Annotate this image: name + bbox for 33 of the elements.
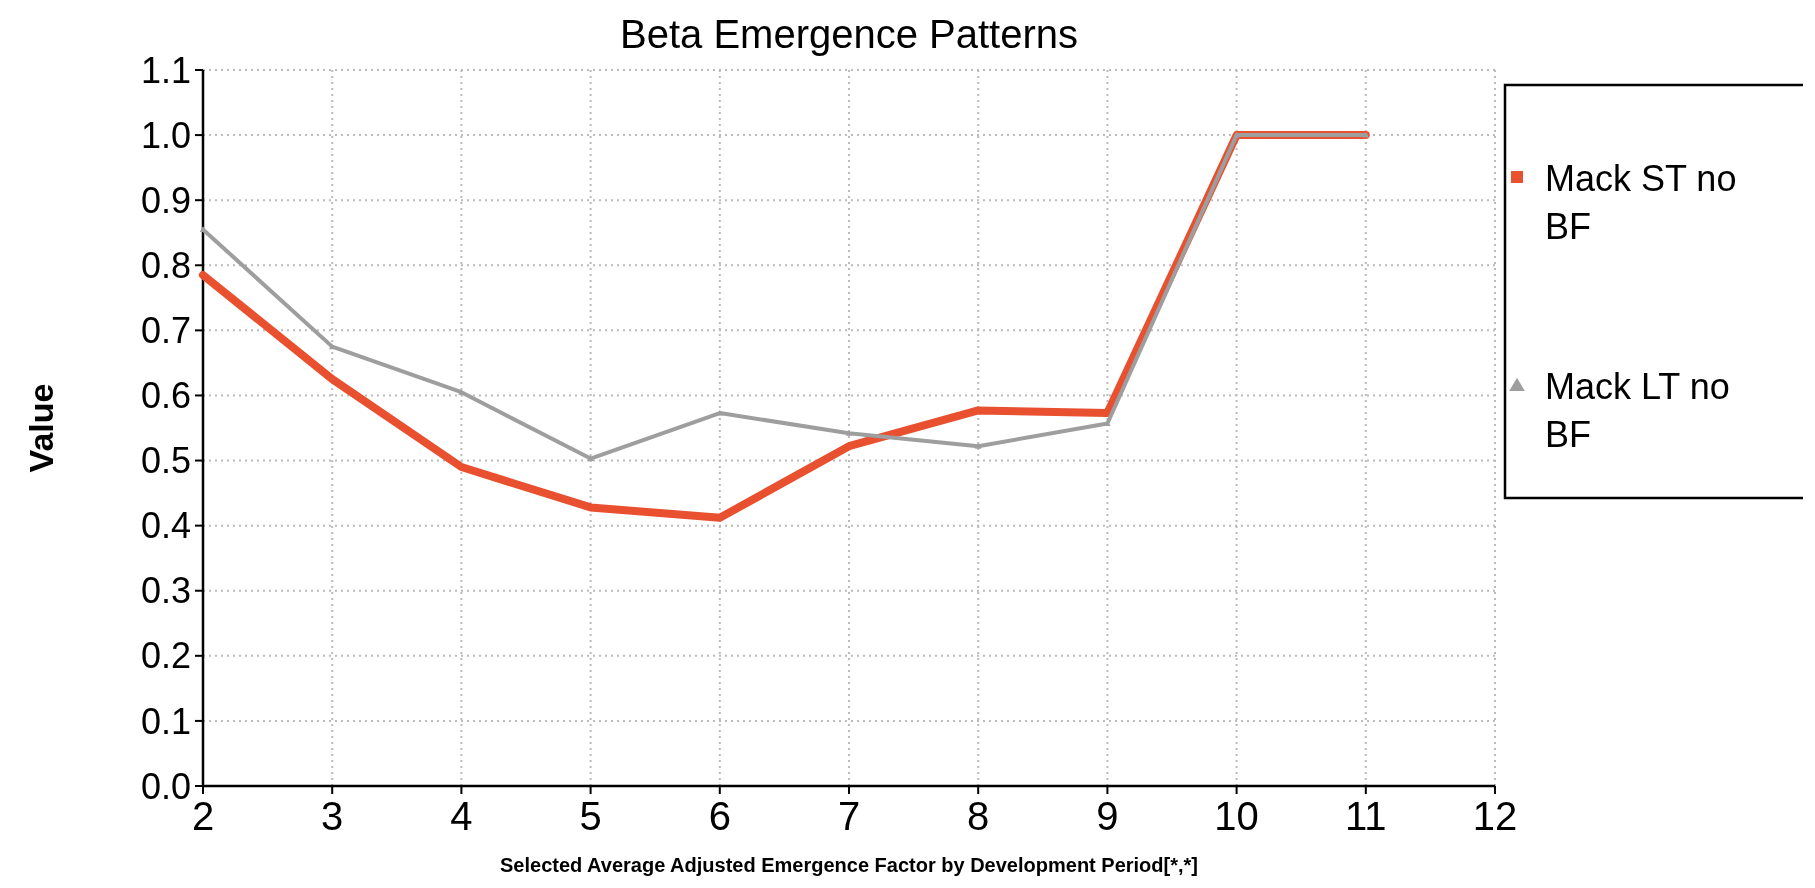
x-tick-label: 12 bbox=[1472, 794, 1518, 838]
x-tick-label: 8 bbox=[967, 794, 990, 838]
x-tick-label: 3 bbox=[321, 794, 344, 838]
point bbox=[328, 343, 336, 350]
legend-label: Mack ST no BF bbox=[1545, 158, 1737, 247]
x-tick-label: 4 bbox=[450, 794, 473, 838]
y-axis-title: Value bbox=[22, 383, 60, 473]
y-tick-label: 0.1 bbox=[140, 700, 191, 742]
y-tick-label: 0.5 bbox=[140, 440, 191, 482]
chart-title: Beta Emergence Patterns bbox=[619, 12, 1079, 56]
y-tick-label: 1.0 bbox=[140, 114, 191, 156]
y-tick-label: 0.8 bbox=[140, 244, 191, 286]
x-tick-label: 6 bbox=[708, 794, 731, 838]
x-tick-label: 7 bbox=[837, 794, 861, 838]
y-tick-label: 0.6 bbox=[140, 375, 191, 417]
y-tick-label: 0.2 bbox=[140, 635, 191, 677]
y-tick-label: 0.9 bbox=[140, 179, 191, 221]
point bbox=[974, 443, 982, 449]
point bbox=[587, 455, 594, 462]
x-tick-label: 9 bbox=[1096, 794, 1119, 838]
line-series bbox=[199, 132, 1370, 462]
x-tick-label: 10 bbox=[1214, 794, 1259, 838]
y-tick-label: 1.1 bbox=[140, 49, 191, 91]
y-tick-label: 0.4 bbox=[140, 505, 191, 547]
y-tick-label: 0.0 bbox=[140, 765, 191, 807]
x-tick-label: 11 bbox=[1345, 794, 1387, 838]
point bbox=[845, 430, 853, 436]
x-tick-label: 2 bbox=[191, 794, 215, 838]
x-axis-title: Selected Average Adjusted Emergence Factor by Development Period[*,*] bbox=[500, 854, 1198, 876]
x-tick-label: 5 bbox=[579, 794, 602, 838]
y-tick-label: 0.7 bbox=[140, 309, 191, 351]
legend-label: Mack LT no BF bbox=[1545, 366, 1730, 455]
y-tick-label: 0.3 bbox=[140, 570, 191, 612]
